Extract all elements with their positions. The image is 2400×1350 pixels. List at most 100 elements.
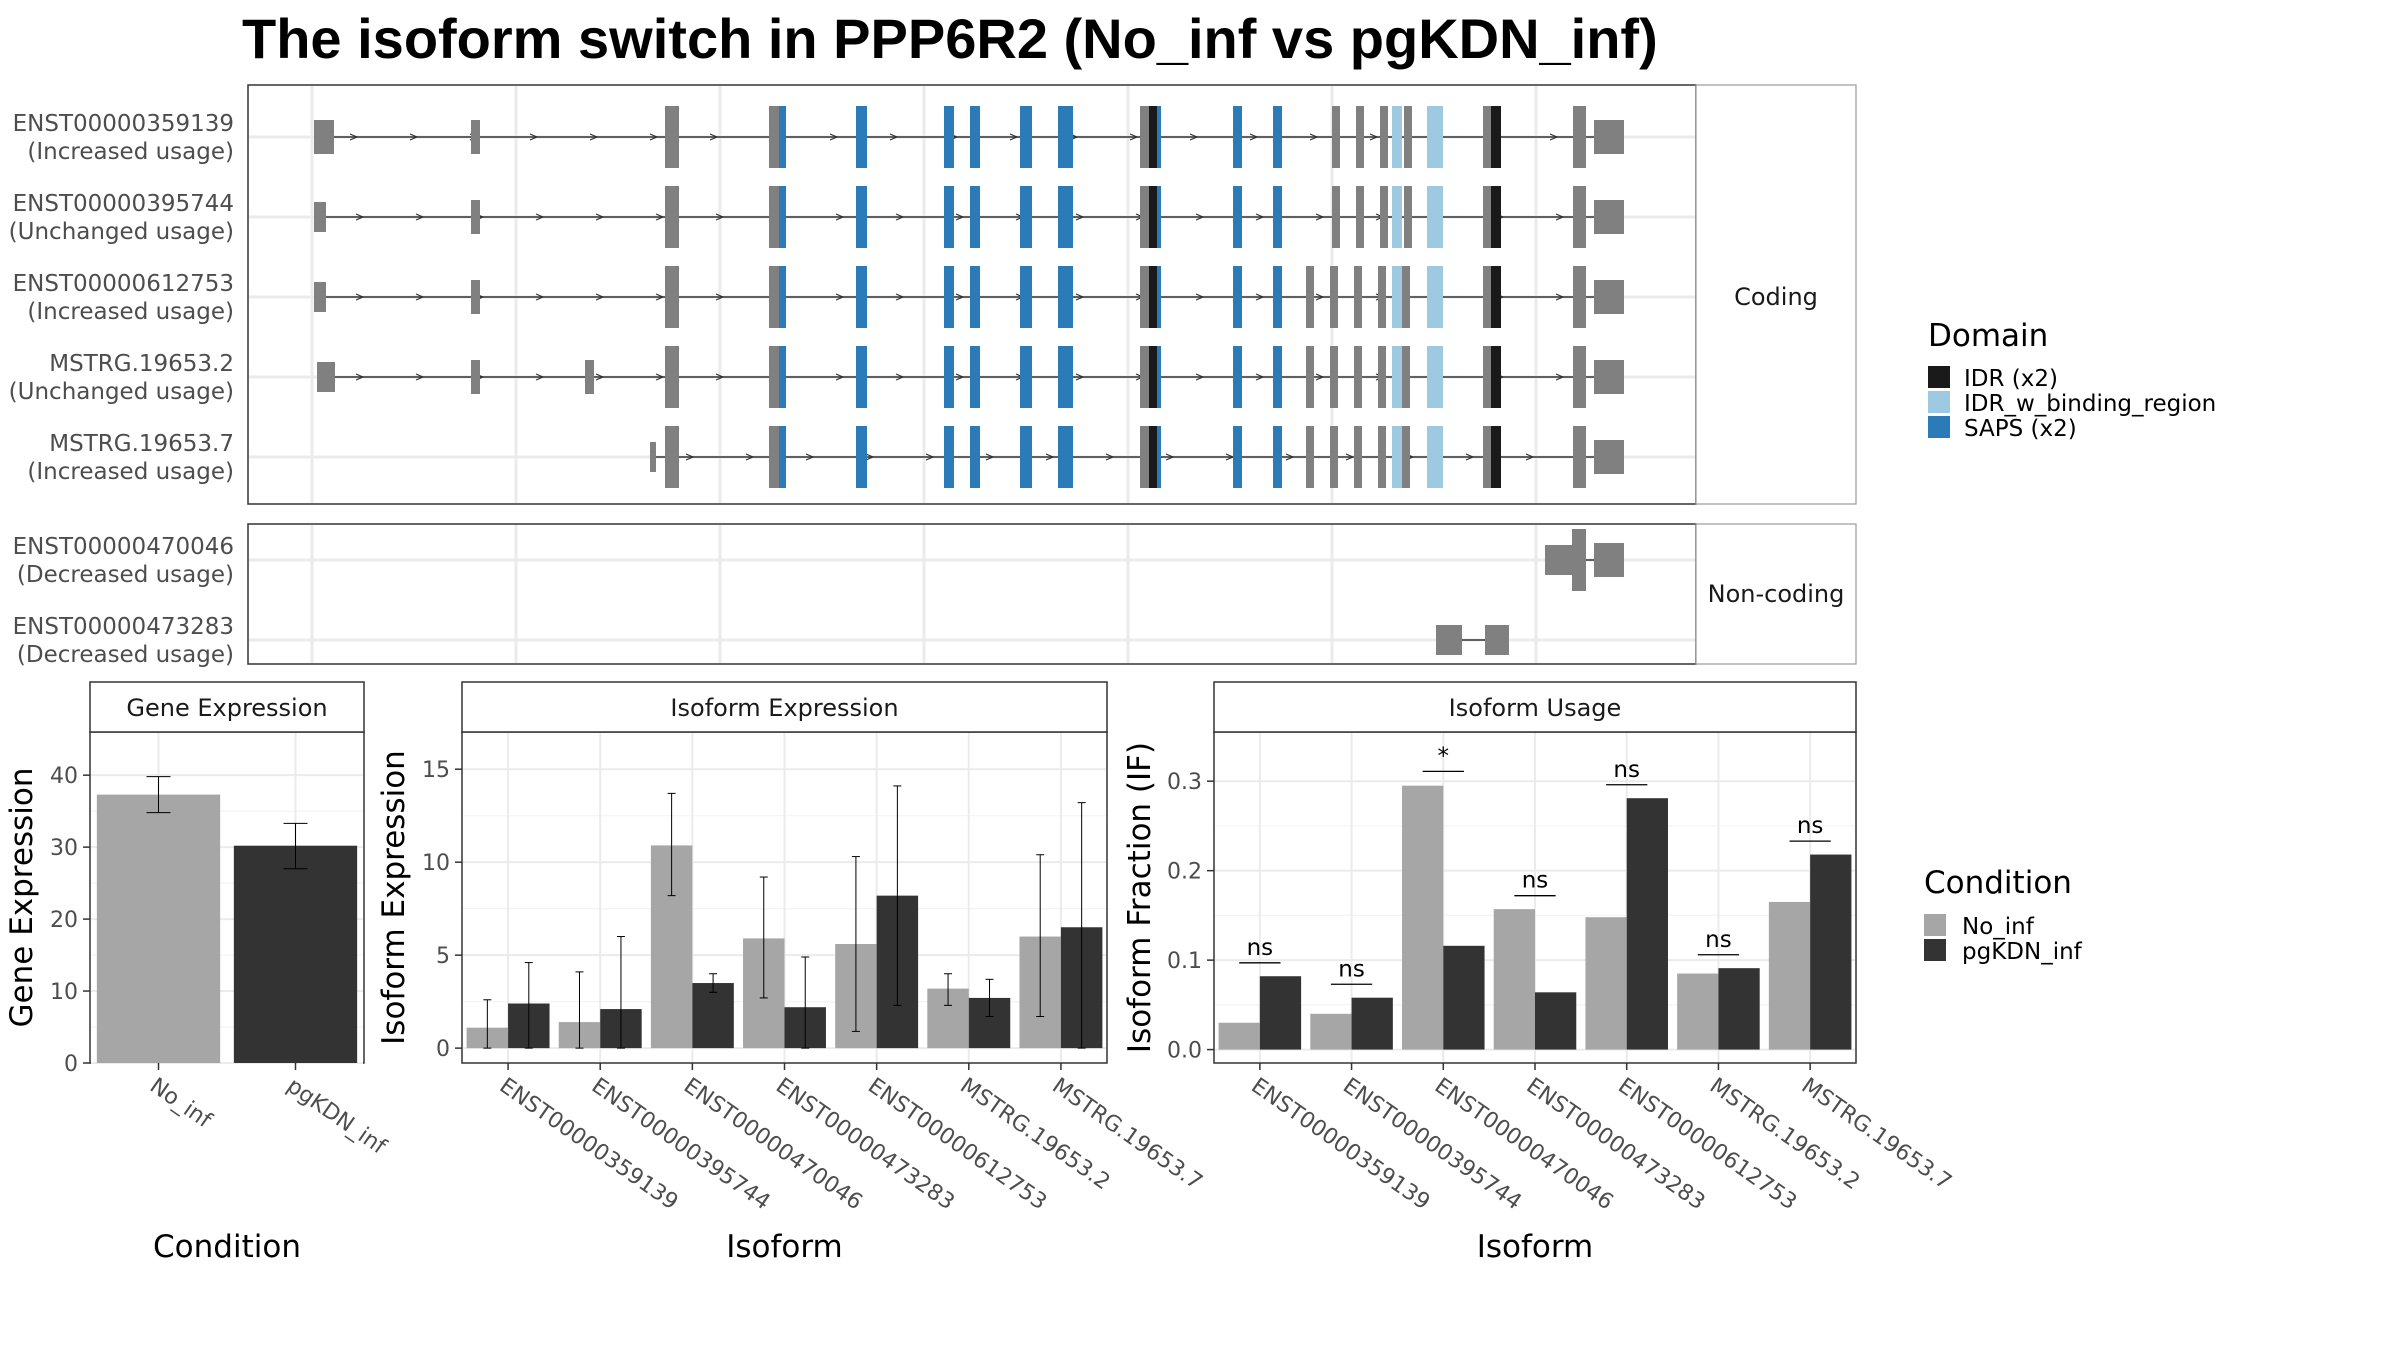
intron-arrow xyxy=(1075,373,1085,381)
bar xyxy=(1718,968,1760,1050)
intron-arrow xyxy=(985,453,995,461)
bar xyxy=(1351,997,1393,1050)
intron-arrow xyxy=(1555,373,1565,381)
isoform-usage-label: (Decreased usage) xyxy=(17,642,234,668)
exon xyxy=(1330,426,1338,488)
y-tick-label: 0 xyxy=(436,1037,450,1062)
y-tick-label: 5 xyxy=(436,944,450,969)
intron-arrow xyxy=(535,213,545,221)
exon xyxy=(665,346,679,408)
saps-domain xyxy=(970,346,980,408)
saps-domain xyxy=(1233,186,1242,248)
intron-arrow xyxy=(889,133,899,141)
isoform-id-label: ENST00000473283 xyxy=(13,614,234,640)
exon xyxy=(1332,106,1340,168)
coding-strip-label: Coding xyxy=(1734,283,1818,311)
intron-arrow xyxy=(1315,293,1325,301)
noncoding-panel-frame xyxy=(247,523,1697,665)
exon xyxy=(1330,266,1338,328)
intron-arrow xyxy=(1165,453,1175,461)
significance-label: ns xyxy=(1338,956,1365,982)
intron-arrow xyxy=(1045,453,1055,461)
intron-arrow xyxy=(529,133,539,141)
saps-domain xyxy=(779,106,786,168)
condition-legend-item-pgkdn-inf: pgKDN_inf xyxy=(1924,939,2083,965)
idr-domain xyxy=(1491,186,1501,248)
bar xyxy=(1402,785,1444,1050)
intron-arrow xyxy=(1525,453,1535,461)
intron-arrow xyxy=(415,293,425,301)
isoform-expression-y-title: Isoform Expression xyxy=(376,750,412,1045)
saps-domain xyxy=(1273,346,1282,408)
intron-arrow xyxy=(709,133,719,141)
saps-domain xyxy=(970,426,980,488)
pgkdn-inf-swatch xyxy=(1924,939,1946,961)
exon xyxy=(665,186,679,248)
exon-first xyxy=(314,282,326,312)
intron-arrow xyxy=(955,373,965,381)
exon xyxy=(1306,426,1314,488)
isoform-usage-label: (Increased usage) xyxy=(27,139,234,165)
x-tick-label: MSTRG.19653.2 xyxy=(1705,1073,1864,1195)
saps-domain xyxy=(944,346,954,408)
x-tick-label: No_inf xyxy=(145,1073,217,1134)
exon xyxy=(585,360,594,394)
isoform-id-label: MSTRG.19653.2 xyxy=(49,351,234,377)
intron-arrow xyxy=(1195,373,1205,381)
domain-legend-item-saps: SAPS (x2) xyxy=(1928,416,2077,442)
idr-binding-swatch xyxy=(1928,391,1950,413)
bar xyxy=(1768,901,1811,1050)
intron-arrow xyxy=(595,213,605,221)
intron-arrow xyxy=(685,453,695,461)
intron-arrow xyxy=(835,373,845,381)
isoform-id-label: ENST00000470046 xyxy=(13,534,234,560)
exon-last xyxy=(1594,440,1624,474)
coding-strip xyxy=(1695,84,1857,505)
intron-arrow xyxy=(1549,133,1559,141)
idr-binding-domain xyxy=(1392,426,1402,488)
exon-first xyxy=(314,120,334,154)
exon-last xyxy=(1594,360,1624,394)
saps-domain xyxy=(970,266,980,328)
intron-arrow xyxy=(655,373,665,381)
significance-label: ns xyxy=(1797,813,1824,839)
exon xyxy=(769,186,779,248)
intron-arrow xyxy=(1315,213,1325,221)
exon xyxy=(1380,106,1388,168)
exon xyxy=(1356,186,1364,248)
isoform-usage-label: (Increased usage) xyxy=(27,459,234,485)
idr-binding-domain xyxy=(1392,186,1402,248)
exon xyxy=(665,426,679,488)
saps-domain xyxy=(970,106,980,168)
saps-domain xyxy=(856,346,867,408)
isoform-expression-strip-label: Isoform Expression xyxy=(670,694,898,722)
saps-domain xyxy=(1273,266,1282,328)
gene-expression-strip xyxy=(89,681,365,733)
bar xyxy=(1218,1022,1260,1050)
y-tick-label: 0.1 xyxy=(1167,949,1202,974)
saps-domain xyxy=(1273,186,1282,248)
condition-legend-title: Condition xyxy=(1924,865,2072,901)
isoform-usage-strip-label: Isoform Usage xyxy=(1449,694,1622,722)
noncoding-strip-label: Non-coding xyxy=(1708,580,1845,608)
saps-domain xyxy=(779,346,786,408)
idr-domain xyxy=(1491,426,1501,488)
exon xyxy=(471,280,480,314)
intron-arrow xyxy=(1129,133,1139,141)
exon xyxy=(471,120,480,154)
exon xyxy=(1573,106,1586,168)
exon xyxy=(665,266,679,328)
intron-arrow xyxy=(595,293,605,301)
exon xyxy=(1404,106,1412,168)
x-tick-label: MSTRG.19653.2 xyxy=(955,1073,1114,1195)
exon xyxy=(1402,346,1410,408)
x-tick-label: MSTRG.19653.7 xyxy=(1797,1073,1956,1195)
intron-arrow xyxy=(805,453,815,461)
gene-expression-y-title: Gene Expression xyxy=(4,768,40,1028)
exon xyxy=(1378,266,1386,328)
exon xyxy=(1380,186,1388,248)
exon xyxy=(769,266,779,328)
intron-arrow xyxy=(1075,293,1085,301)
intron-arrow xyxy=(1285,453,1295,461)
